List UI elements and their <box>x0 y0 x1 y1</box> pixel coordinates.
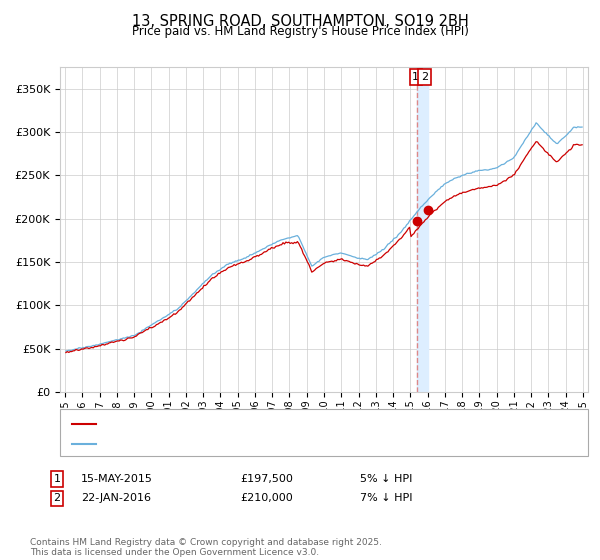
Text: Price paid vs. HM Land Registry's House Price Index (HPI): Price paid vs. HM Land Registry's House … <box>131 25 469 38</box>
Text: 2: 2 <box>53 493 61 503</box>
Text: 7% ↓ HPI: 7% ↓ HPI <box>360 493 413 503</box>
Text: £210,000: £210,000 <box>240 493 293 503</box>
Text: 13, SPRING ROAD, SOUTHAMPTON, SO19 2BH (semi-detached house): 13, SPRING ROAD, SOUTHAMPTON, SO19 2BH (… <box>105 419 468 429</box>
Text: 1: 1 <box>412 72 419 82</box>
Text: HPI: Average price, semi-detached house, Southampton: HPI: Average price, semi-detached house,… <box>105 439 397 449</box>
Bar <box>416 67 428 392</box>
Text: 22-JAN-2016: 22-JAN-2016 <box>81 493 151 503</box>
Text: 2: 2 <box>421 72 428 82</box>
Text: 5% ↓ HPI: 5% ↓ HPI <box>360 474 412 484</box>
Text: 13, SPRING ROAD, SOUTHAMPTON, SO19 2BH: 13, SPRING ROAD, SOUTHAMPTON, SO19 2BH <box>131 14 469 29</box>
Text: 1: 1 <box>53 474 61 484</box>
Text: Contains HM Land Registry data © Crown copyright and database right 2025.
This d: Contains HM Land Registry data © Crown c… <box>30 538 382 557</box>
Text: 15-MAY-2015: 15-MAY-2015 <box>81 474 153 484</box>
Text: £197,500: £197,500 <box>240 474 293 484</box>
